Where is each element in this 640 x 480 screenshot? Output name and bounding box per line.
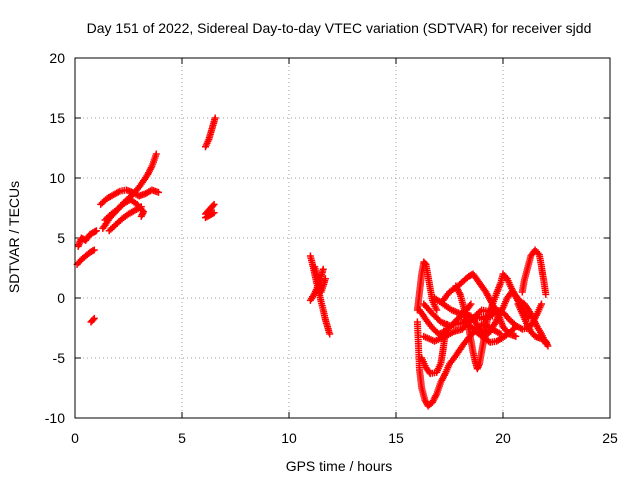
x-axis-label: GPS time / hours (286, 458, 393, 474)
data-point (155, 188, 162, 196)
data-point (209, 210, 217, 218)
data-points (73, 114, 552, 410)
y-axis-label: SDTVAR / TECUs (6, 181, 22, 293)
data-point (467, 300, 475, 308)
y-tick-label: 5 (57, 230, 65, 246)
x-tick-label: 10 (281, 430, 297, 446)
data-point (538, 300, 545, 308)
data-point (89, 316, 97, 324)
x-tick-label: 0 (71, 430, 79, 446)
y-tick-label: 20 (49, 50, 65, 66)
data-point (89, 247, 97, 255)
y-tick-label: 10 (49, 170, 65, 186)
chart-title: Day 151 of 2022, Sidereal Day-to-day VTE… (87, 20, 592, 36)
data-point (512, 323, 520, 331)
plot-frame (74, 57, 611, 419)
data-point (319, 265, 327, 273)
x-tick-label: 15 (388, 430, 404, 446)
grid (75, 58, 610, 418)
data-point (433, 306, 441, 314)
data-point (544, 342, 552, 350)
data-point (326, 330, 334, 338)
data-point (512, 332, 520, 340)
data-point (152, 150, 160, 158)
x-tick-label: 5 (178, 430, 186, 446)
data-point (210, 200, 218, 208)
x-tick-label: 25 (602, 430, 618, 446)
data-point (466, 302, 474, 309)
data-point (137, 212, 145, 220)
data-point (210, 209, 218, 217)
data-point (90, 314, 98, 322)
data-point (92, 227, 100, 235)
x-tick-labels: 0 5 10 15 20 25 (71, 430, 618, 446)
data-point (421, 259, 429, 267)
y-tick-label: 0 (57, 290, 65, 306)
y-tick-label: 15 (49, 110, 65, 126)
data-point (542, 290, 550, 298)
data-point (90, 246, 98, 254)
y-tick-label: -10 (45, 410, 65, 426)
data-point (137, 203, 145, 211)
y-tick-labels: -10 -5 0 5 10 15 20 (45, 50, 65, 426)
y-tick-label: -5 (53, 350, 66, 366)
x-tick-label: 20 (495, 430, 511, 446)
data-point (209, 202, 217, 210)
data-point (211, 114, 219, 122)
